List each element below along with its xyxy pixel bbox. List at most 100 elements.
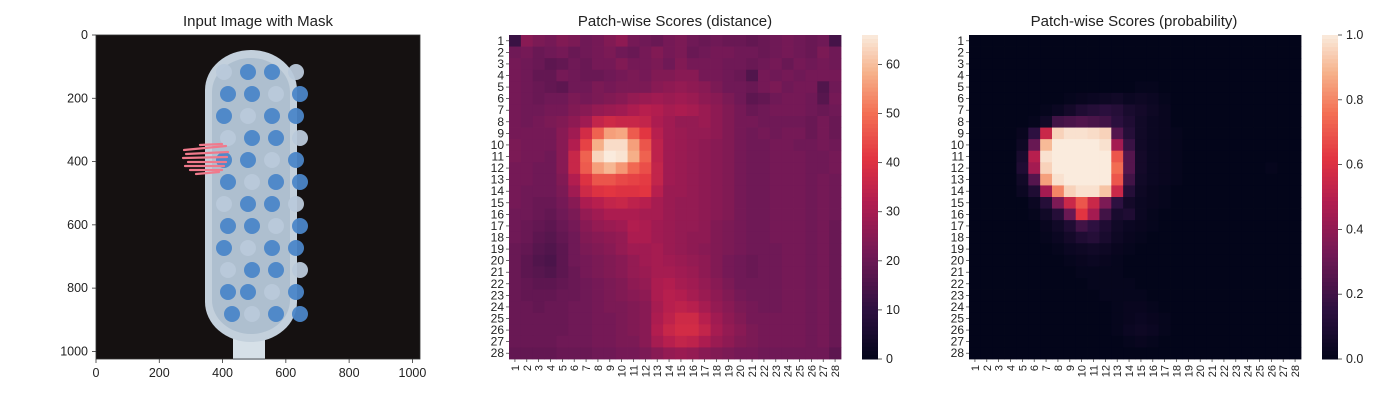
heatmap-cell [1087, 278, 1100, 290]
colorbar-segment [862, 354, 878, 360]
heatmap-cell [1016, 173, 1029, 186]
heatmap-cell [1004, 231, 1017, 244]
heatmap-cell [969, 254, 982, 267]
heatmap-cell [758, 347, 771, 360]
heatmap-cell [1218, 46, 1231, 59]
heatmap-cell [1040, 324, 1053, 337]
heatmap-cell [544, 92, 557, 105]
heatmap-cell [992, 231, 1005, 244]
heatmap-cell [1040, 35, 1053, 47]
heatmap-cell [1135, 197, 1148, 209]
heatmap-cell [639, 243, 652, 256]
col-tick-label: 5 [1017, 365, 1029, 371]
bristle-tuft [264, 240, 280, 256]
bristle-tuft [268, 306, 284, 322]
colorbar-segment [1322, 43, 1338, 48]
heatmap-cell [1241, 243, 1254, 256]
heatmap-cell [980, 81, 994, 94]
heatmap-cell [651, 231, 664, 244]
heatmap-cell [1016, 35, 1029, 47]
heatmap-cell [544, 266, 557, 279]
heatmap-cell [1146, 220, 1160, 233]
bristle-tuft [240, 64, 256, 80]
heatmap-cell [568, 35, 581, 47]
heatmap-cell [592, 278, 605, 290]
heatmap-cell [603, 81, 617, 94]
heatmap-cell [1170, 92, 1183, 105]
row-tick-label: 2 [957, 45, 964, 59]
heatmap-cell [1111, 312, 1124, 325]
heatmap-cell [686, 92, 700, 105]
col-tick-label: 24 [783, 365, 795, 377]
heatmap-cell [1099, 46, 1112, 59]
heatmap-cell [544, 254, 557, 267]
heatmap-cell [1194, 335, 1207, 348]
heatmap-cell [615, 173, 628, 186]
heatmap-cell [615, 197, 628, 209]
heatmap-cell [734, 312, 747, 325]
heatmap-cell [651, 243, 664, 256]
heatmap-cell [1206, 289, 1219, 302]
colorbar-segment [862, 176, 878, 182]
heatmap-cell [698, 127, 711, 140]
col-tick-label: 15 [676, 365, 688, 377]
heatmap-cell [1229, 139, 1243, 152]
colorbar-segment [862, 128, 878, 133]
bristle-tuft [292, 306, 308, 322]
colorbar-segment [862, 172, 878, 178]
heatmap-cell [769, 139, 783, 152]
heatmap-cell [1135, 127, 1148, 140]
heatmap-cell [746, 162, 759, 175]
heatmap-cell [1087, 116, 1100, 128]
heatmap-cell [769, 92, 783, 105]
heatmap-cell [1229, 335, 1243, 348]
heatmap-cell [1123, 162, 1136, 175]
heatmap-cell [1075, 289, 1088, 302]
col-tick-label: 7 [581, 365, 593, 371]
heatmap-cell [686, 324, 700, 337]
heatmap-cell [1229, 347, 1243, 360]
heatmap-cell [1075, 46, 1088, 59]
heatmap-cell [980, 69, 994, 82]
heatmap-cell [675, 324, 688, 337]
colorbar-segment [1322, 322, 1338, 328]
heatmap-cell [734, 116, 747, 128]
heatmap-cell [1004, 335, 1017, 348]
heatmap-cell [509, 231, 522, 244]
colorbar-segment [1322, 205, 1338, 210]
colorbar-segment [1322, 334, 1338, 340]
heatmap-cell [639, 162, 652, 175]
colorbar-segment [862, 237, 878, 243]
heatmap-cell [1063, 289, 1077, 302]
heatmap-cell [1194, 254, 1207, 267]
heatmap-cell [603, 278, 617, 290]
heatmap-cell [603, 312, 617, 325]
heatmap-cell [651, 335, 664, 348]
heatmap-cell [758, 231, 771, 244]
heatmap-cell [639, 278, 652, 290]
heatmap-cell [651, 150, 664, 163]
heatmap-cell [556, 220, 569, 233]
heatmap-cell [1135, 312, 1148, 325]
heatmap-cell [1004, 116, 1017, 128]
heatmap-cell [1040, 92, 1053, 105]
heatmap-cell [710, 347, 723, 360]
heatmap-cell [1040, 162, 1053, 175]
heatmap-cell [710, 185, 723, 198]
heatmap-cell [568, 289, 581, 302]
heatmap-cell [1241, 150, 1254, 163]
col-tick-label: 12 [1100, 365, 1112, 377]
heatmap-cell [1265, 104, 1278, 117]
heatmap-cell [1123, 197, 1136, 209]
heatmap-cell [568, 266, 581, 279]
bristle-tuft [268, 130, 284, 146]
heatmap-cell [1099, 35, 1112, 47]
colorbar-segment [862, 257, 878, 263]
heatmap-cell [1146, 139, 1160, 152]
heatmap-cell [781, 162, 794, 175]
heatmap-cell [1194, 208, 1207, 221]
heatmap-cell [651, 254, 664, 267]
heatmap-cell [980, 104, 994, 117]
heatmap-cell [969, 104, 982, 117]
heatmap-cell [520, 197, 534, 209]
